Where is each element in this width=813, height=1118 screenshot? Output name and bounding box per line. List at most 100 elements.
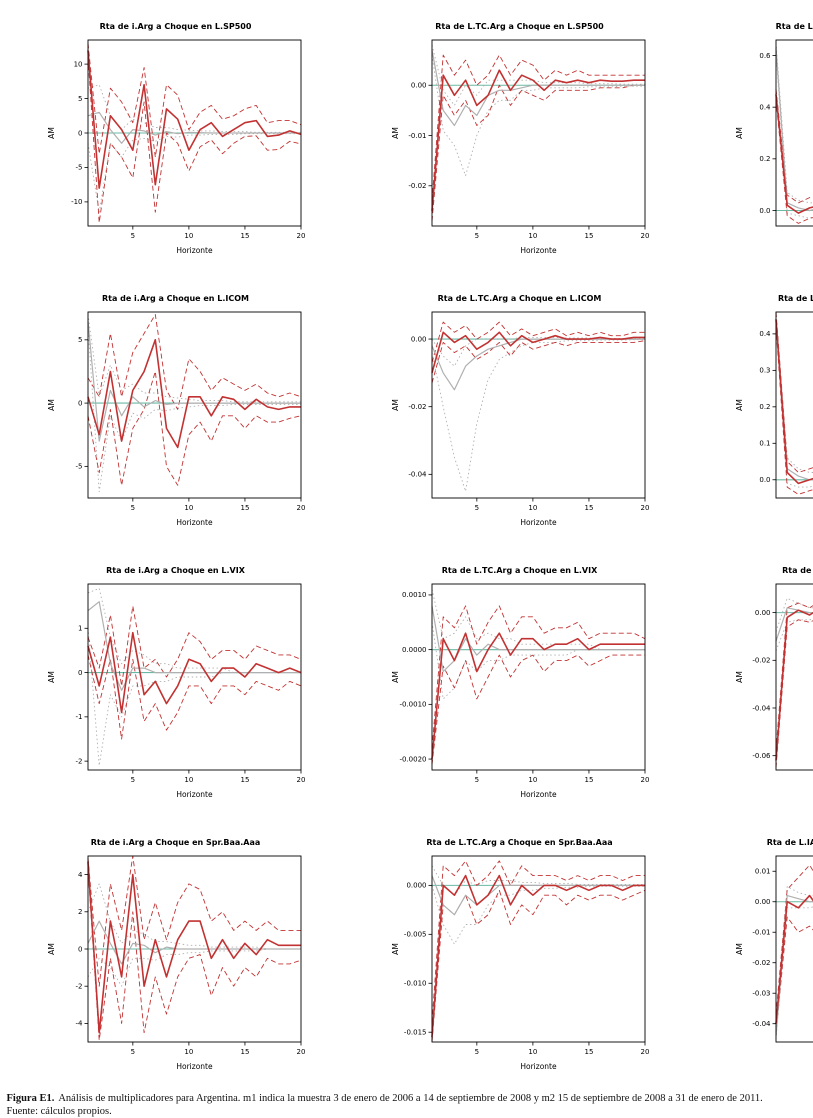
svg-text:0.01: 0.01 (754, 868, 770, 876)
svg-text:15: 15 (240, 232, 249, 240)
figure-caption-label: Figura E1. (7, 1093, 55, 1104)
chart-title: Rta de i.Arg a Choque en L.VIX (106, 565, 245, 576)
chart-panel-11: Rta de L.TC.Arg a Choque en Spr.Baa.Aaa … (388, 832, 652, 1072)
svg-text:15: 15 (584, 232, 593, 240)
svg-text:-0.0010: -0.0010 (399, 701, 426, 709)
figure-caption: Figura E1.Análisis de multiplicadores pa… (7, 1092, 807, 1118)
svg-text:-1: -1 (75, 713, 82, 721)
svg-text:-0.02: -0.02 (752, 959, 770, 967)
irf-chart: -0.04-0.03-0.02-0.010.000.015101520Horiz… (732, 848, 813, 1072)
svg-text:15: 15 (240, 504, 249, 512)
svg-text:0.0010: 0.0010 (402, 591, 427, 599)
svg-text:-0.0020: -0.0020 (399, 755, 426, 763)
svg-text:20: 20 (640, 776, 649, 784)
svg-text:-4: -4 (75, 1020, 83, 1028)
svg-text:0.00: 0.00 (410, 335, 426, 343)
svg-text:0.00: 0.00 (754, 898, 770, 906)
chart-title: Rta de L.TC.Arg a Choque en L.VIX (442, 565, 598, 576)
svg-text:0.2: 0.2 (759, 155, 770, 163)
svg-text:0.6: 0.6 (759, 52, 771, 60)
svg-text:10: 10 (184, 1048, 193, 1056)
svg-text:20: 20 (296, 504, 305, 512)
chart-title: Rta de i.Arg a Choque en L.SP500 (100, 21, 252, 32)
svg-text:0.000: 0.000 (406, 882, 426, 890)
svg-text:0.2: 0.2 (759, 403, 770, 411)
svg-text:4: 4 (78, 871, 83, 879)
svg-text:-0.02: -0.02 (408, 403, 426, 411)
svg-text:5: 5 (130, 1048, 134, 1056)
svg-text:10: 10 (184, 776, 193, 784)
chart-panel-6: Rta de L.IAcc.Arg a Choque en L.ICOM 0.0… (732, 288, 813, 528)
svg-text:Horizonte: Horizonte (520, 1062, 557, 1071)
svg-text:0.0: 0.0 (759, 476, 770, 484)
svg-text:AM: AM (47, 943, 56, 955)
svg-text:5: 5 (78, 336, 82, 344)
svg-text:15: 15 (584, 504, 593, 512)
chart-title: Rta de i.Arg a Choque en Spr.Baa.Aaa (91, 837, 261, 848)
chart-title: Rta de i.Arg a Choque en L.ICOM (102, 293, 249, 304)
svg-text:-0.015: -0.015 (403, 1029, 426, 1037)
svg-text:0.0000: 0.0000 (402, 646, 427, 654)
svg-text:-0.03: -0.03 (752, 990, 770, 998)
chart-title: Rta de L.IAcc.Arg a Choque en L.VIX (782, 565, 813, 576)
svg-text:Horizonte: Horizonte (520, 246, 557, 255)
svg-text:5: 5 (130, 504, 134, 512)
svg-text:-0.06: -0.06 (752, 752, 771, 760)
svg-text:AM: AM (735, 399, 744, 411)
svg-text:-10: -10 (71, 198, 82, 206)
svg-text:AM: AM (47, 671, 56, 683)
svg-text:0: 0 (78, 945, 82, 953)
svg-text:10: 10 (73, 60, 82, 68)
chart-panel-5: Rta de L.TC.Arg a Choque en L.ICOM -0.04… (388, 288, 652, 528)
svg-text:2: 2 (78, 908, 82, 916)
svg-text:-2: -2 (75, 983, 82, 991)
svg-text:-5: -5 (75, 463, 82, 471)
svg-text:0: 0 (78, 399, 82, 407)
svg-text:5: 5 (130, 776, 134, 784)
chart-panel-2: Rta de L.TC.Arg a Choque en L.SP500 -0.0… (388, 16, 652, 256)
svg-text:-2: -2 (75, 757, 82, 765)
svg-text:15: 15 (240, 1048, 249, 1056)
svg-text:20: 20 (640, 1048, 649, 1056)
svg-text:10: 10 (528, 1048, 537, 1056)
svg-text:Horizonte: Horizonte (176, 518, 213, 527)
svg-text:0.1: 0.1 (759, 440, 770, 448)
chart-panel-12: Rta de L.IAcc.Arg a Choque en Spr.Baa.Aa… (732, 832, 813, 1072)
svg-text:-0.010: -0.010 (403, 980, 426, 988)
chart-title: Rta de L.IAcc.Arg a Choque en L.SP500 (776, 21, 813, 32)
svg-text:AM: AM (47, 399, 56, 411)
svg-text:AM: AM (735, 943, 744, 955)
svg-text:0.00: 0.00 (754, 609, 770, 617)
svg-text:15: 15 (584, 776, 593, 784)
chart-panel-9: Rta de L.IAcc.Arg a Choque en L.VIX -0.0… (732, 560, 813, 800)
svg-text:5: 5 (130, 232, 134, 240)
svg-text:-0.02: -0.02 (408, 182, 426, 190)
svg-text:-0.005: -0.005 (403, 931, 426, 939)
chart-title: Rta de L.TC.Arg a Choque en Spr.Baa.Aaa (426, 837, 612, 848)
svg-text:20: 20 (296, 776, 305, 784)
svg-text:Horizonte: Horizonte (176, 1062, 213, 1071)
figure-caption-text: Análisis de multiplicadores para Argenti… (58, 1093, 762, 1104)
svg-text:10: 10 (528, 776, 537, 784)
svg-text:AM: AM (391, 399, 400, 411)
svg-text:5: 5 (78, 95, 82, 103)
svg-text:10: 10 (184, 504, 193, 512)
svg-text:-0.04: -0.04 (752, 1020, 771, 1028)
svg-text:20: 20 (640, 504, 649, 512)
svg-text:0.4: 0.4 (759, 103, 771, 111)
chart-panel-8: Rta de L.TC.Arg a Choque en L.VIX -0.002… (388, 560, 652, 800)
svg-text:0.0: 0.0 (759, 207, 770, 215)
svg-text:AM: AM (735, 671, 744, 683)
svg-text:Horizonte: Horizonte (520, 518, 557, 527)
svg-text:Horizonte: Horizonte (176, 246, 213, 255)
svg-text:20: 20 (296, 232, 305, 240)
